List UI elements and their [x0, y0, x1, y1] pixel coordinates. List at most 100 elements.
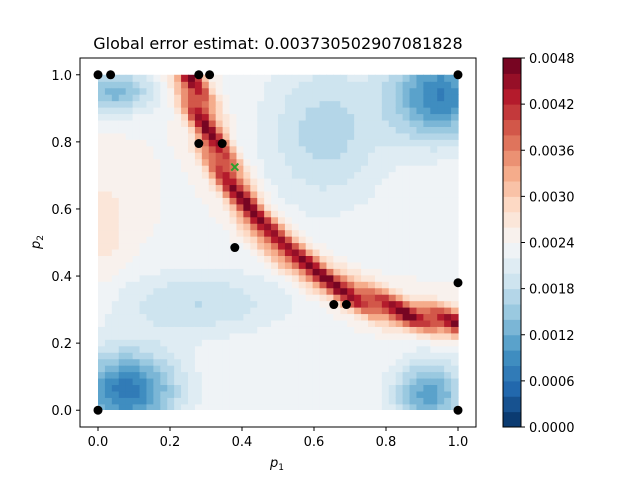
field-cell: [229, 190, 238, 198]
field-cell: [402, 287, 411, 295]
field-cell: [188, 326, 196, 334]
field-cell: [264, 236, 272, 244]
colorbar-tick-label: 0.0018: [529, 283, 575, 298]
field-cell: [257, 345, 265, 353]
field-cell: [430, 319, 438, 327]
field-cell: [402, 216, 411, 224]
field-cell: [181, 139, 189, 147]
field-cell: [278, 190, 286, 198]
field-cell: [409, 358, 418, 366]
field-cell: [340, 377, 348, 386]
field-cell: [368, 300, 376, 308]
field-cell: [146, 287, 154, 295]
field-cell: [174, 197, 182, 205]
field-cell: [374, 184, 383, 192]
field-cell: [354, 274, 362, 282]
field-cell: [291, 190, 300, 198]
field-cell: [284, 384, 293, 392]
field-cell: [444, 332, 452, 340]
field-cell: [104, 113, 113, 121]
field-cell: [423, 236, 431, 244]
field-cell: [146, 94, 154, 102]
field-cell: [368, 94, 376, 102]
field-cell: [388, 377, 397, 386]
field-cell: [229, 403, 238, 410]
field-cell: [361, 126, 369, 134]
field-cell: [222, 236, 231, 244]
field-cell: [416, 87, 424, 95]
field-cell: [208, 403, 217, 410]
field-cell: [430, 268, 438, 276]
field-cell: [181, 261, 189, 269]
field-cell: [451, 268, 459, 276]
field-cell: [291, 100, 300, 108]
field-cell: [298, 390, 307, 398]
field-cell: [402, 113, 411, 121]
field-cell: [347, 313, 355, 321]
field-cell: [146, 190, 154, 198]
field-cell: [229, 274, 238, 282]
field-cell: [98, 255, 106, 263]
field-cell: [174, 171, 182, 179]
field-cell: [125, 332, 134, 340]
field-cell: [188, 352, 196, 360]
field-cell: [291, 236, 300, 244]
field-cell: [416, 139, 424, 147]
field-cell: [125, 281, 134, 289]
field-cell: [368, 307, 376, 315]
field-cell: [188, 119, 196, 127]
field-cell: [98, 132, 106, 140]
field-cell: [395, 171, 404, 179]
field-cell: [201, 94, 210, 102]
field-cell: [208, 229, 217, 237]
field-cell: [181, 255, 189, 263]
field-cell: [381, 352, 390, 360]
field-cell: [271, 332, 279, 340]
field-cell: [430, 132, 438, 140]
field-cell: [374, 74, 383, 82]
field-cell: [243, 229, 251, 237]
field-cell: [291, 261, 300, 269]
field-cell: [333, 119, 341, 127]
field-cell: [409, 313, 418, 321]
field-cell: [409, 132, 418, 140]
field-cell: [319, 397, 328, 405]
field-cell: [153, 345, 161, 353]
field-cell: [326, 281, 334, 289]
field-cell: [215, 384, 224, 392]
field-cell: [98, 294, 106, 302]
field-cell: [388, 165, 397, 173]
field-cell: [153, 203, 161, 211]
field-cell: [98, 203, 106, 211]
field-cell: [374, 274, 383, 282]
field-cell: [104, 132, 113, 140]
field-cell: [298, 81, 307, 89]
field-cell: [201, 345, 210, 353]
field-cell: [437, 165, 445, 173]
field-cell: [167, 139, 175, 147]
field-cell: [236, 158, 244, 166]
field-cell: [132, 390, 141, 398]
field-cell: [222, 332, 231, 340]
field-cell: [132, 377, 141, 386]
field-cell: [118, 81, 127, 89]
field-cell: [354, 223, 362, 231]
field-cell: [416, 371, 424, 379]
field-cell: [181, 332, 189, 340]
field-cell: [104, 165, 113, 173]
field-cell: [333, 403, 341, 410]
field-cell: [451, 145, 459, 153]
field-cell: [402, 242, 411, 250]
field-cell: [229, 397, 238, 405]
field-cell: [291, 132, 300, 140]
field-cell: [409, 352, 418, 360]
field-cell: [215, 94, 224, 102]
field-cell: [416, 210, 424, 218]
field-cell: [361, 216, 369, 224]
field-cell: [395, 345, 404, 353]
field-cell: [125, 326, 134, 334]
field-cell: [284, 139, 293, 147]
field-cell: [416, 332, 424, 340]
field-cell: [333, 87, 341, 95]
field-cell: [340, 100, 348, 108]
